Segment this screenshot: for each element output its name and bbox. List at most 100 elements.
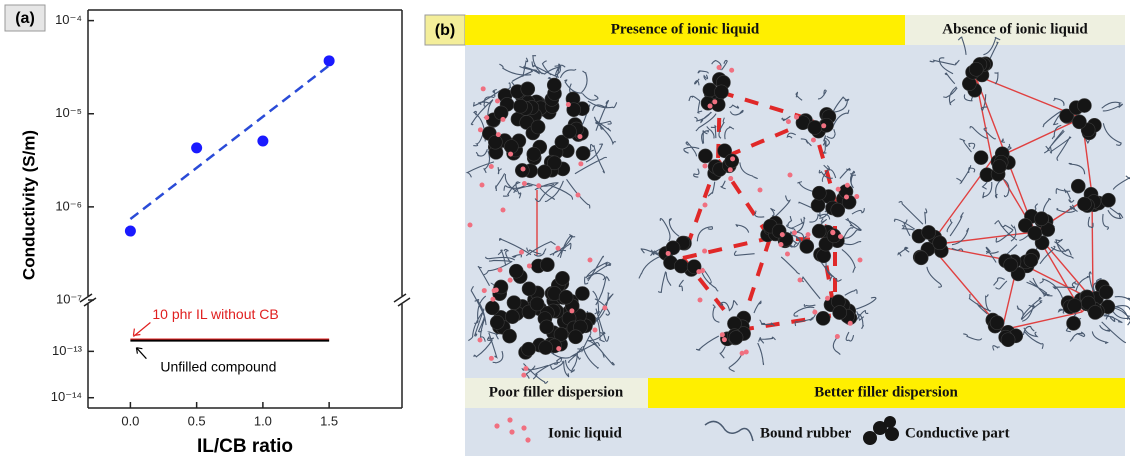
ionic-liquid [508,151,514,157]
conductive-particle [568,329,583,345]
legend-text: Bound rubber [760,425,852,441]
conductive-particle [1003,257,1018,273]
conductive-particle [710,97,726,112]
axis-break [79,293,411,307]
ionic-liquid [739,350,745,356]
ionic-liquid [521,372,527,378]
legend-text: Conductive part [905,425,1010,441]
conductive-particle [575,146,591,161]
x-tick-label: 1.5 [320,413,338,428]
conductive-particle [1087,305,1103,320]
conductive-particle [575,286,590,301]
conductive-particle [717,143,732,159]
conductive-particle [526,146,542,162]
axes [79,9,411,409]
header-text: Absence of ionic liquid [942,21,1088,37]
ionic-liquid [493,287,499,293]
ionic-liquid [577,134,583,140]
ionic-liquid [847,320,853,326]
ionic-liquid [697,297,703,303]
conductive-particle [555,271,570,286]
ionic-liquid [488,163,494,169]
connection [929,231,1036,246]
ionic-liquid [702,248,708,254]
ionic-liquid [721,337,727,343]
panel-label: (b) [435,22,455,39]
conductive-particle [1072,114,1087,130]
ionic-liquid [702,163,708,169]
ionic-liquid [700,268,706,274]
conductive-particle [546,77,562,93]
ionic-liquid [854,194,860,200]
ionic-liquid [784,251,790,257]
connection [1001,311,1083,331]
conductive-particle [811,185,827,201]
conductive-particle [698,148,713,164]
conductive-particle [1023,253,1039,268]
footer-text: Poor filler dispersion [489,384,624,400]
data-point [323,55,335,67]
ionic-liquid [507,277,513,283]
ionic-liquid [794,114,800,120]
ionic-liquid [500,116,506,122]
ionic-liquid [707,103,713,109]
ionic-liquid [757,187,763,193]
ionic-liquid [490,296,496,302]
conductive-particle [810,198,826,213]
ionic-liquid [743,349,749,355]
ionic-liquid [602,305,608,311]
y-tick-label: 10⁻¹⁴ [51,389,82,404]
y-tick-label: 10⁻⁶ [55,198,82,213]
conductive-particle [830,202,846,218]
panel-label: (a) [15,10,35,27]
ionic-liquid [526,263,532,269]
conductive-particle [973,150,989,165]
conductive-particle [989,315,1005,330]
legend-icon [863,416,899,445]
legend-icon [494,417,531,443]
ionic-liquid [728,176,734,182]
ionic-liquid [825,295,831,301]
ionic-liquid [556,346,562,352]
panel-label-box [424,14,466,46]
ionic-liquid [500,207,506,213]
footer-bar [465,378,648,408]
ionic-liquid [569,308,575,314]
ionic-liquid [812,309,818,315]
conductive-particle [913,250,929,266]
y-axis-label: Conductivity (S/m) [19,130,38,280]
conductive-particle [1066,316,1081,331]
conductive-particle [504,139,519,154]
footer-bar [648,378,1125,408]
legend-background [465,408,1125,456]
data-point [124,225,136,237]
conductive-particle [714,84,729,100]
ionic-liquid [479,182,485,188]
x-tick-label: 0.0 [121,413,139,428]
y-tick-label: 10⁻⁷ [56,291,82,306]
ionic-liquid [843,194,849,200]
footer-text: Better filler dispersion [814,384,958,400]
x-tick-label: 0.5 [188,413,206,428]
conductive-particle [1034,211,1049,226]
conductive-particle [665,240,681,256]
ionic-liquid [857,257,863,263]
ionic-liquid [523,365,529,371]
header-bar [465,15,905,45]
ionic-liquid [497,267,503,273]
conductive-particle [558,289,574,305]
conductive-particle [508,263,524,279]
ionic-liquid [778,242,784,248]
conductive-particle [1000,332,1016,348]
legend-icon [704,420,754,442]
conductive-particle [811,223,827,239]
conductive-particle [537,164,552,180]
ionic-liquid [797,277,803,283]
ionic-liquid [587,257,593,263]
annotation-arrow [135,347,147,360]
conductive-particle [538,340,553,355]
conductive-particle [506,295,522,310]
conductive-particle [968,61,984,77]
ionic-liquid [844,182,850,188]
